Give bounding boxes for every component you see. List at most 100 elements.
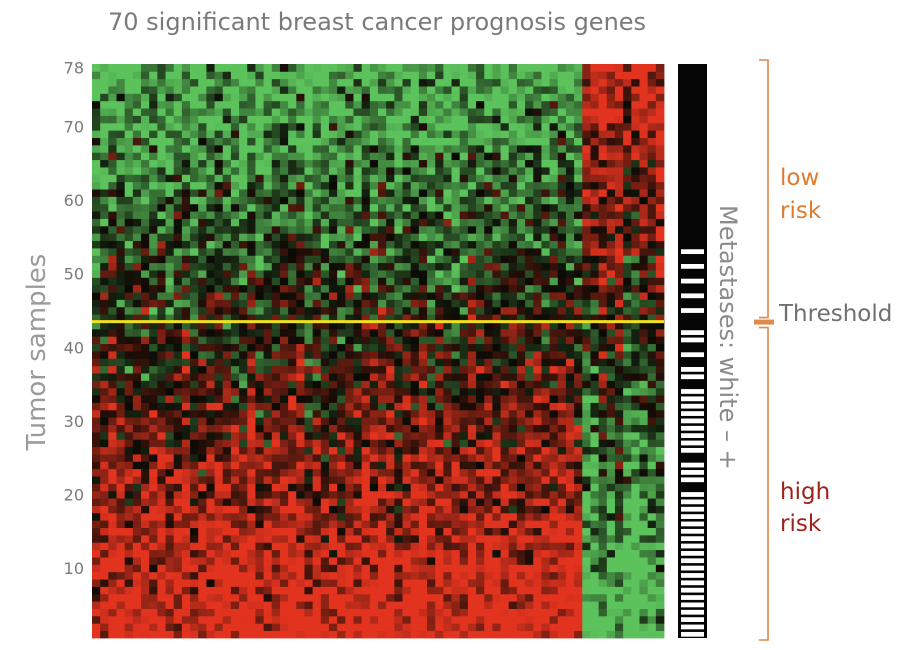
heatmap-cell bbox=[451, 483, 461, 492]
heatmap-cell bbox=[157, 542, 166, 551]
heatmap-cell bbox=[533, 358, 542, 367]
heatmap-cell bbox=[337, 167, 346, 175]
heatmap-cell bbox=[263, 446, 273, 455]
heatmap-cell bbox=[116, 586, 126, 595]
heatmap-cell bbox=[181, 579, 191, 587]
heatmap-cell bbox=[565, 571, 575, 580]
heatmap-cell bbox=[141, 615, 150, 624]
heatmap-cell bbox=[484, 159, 493, 168]
heatmap-cell bbox=[92, 108, 101, 116]
heatmap-cell bbox=[549, 593, 559, 602]
heatmap-cell bbox=[279, 468, 289, 477]
heatmap-cell bbox=[296, 498, 305, 506]
heatmap-cell bbox=[141, 542, 150, 551]
heatmap-cell bbox=[337, 277, 346, 286]
heatmap-cell bbox=[279, 218, 289, 227]
heatmap-cell bbox=[525, 314, 534, 322]
heatmap-cell bbox=[320, 409, 330, 418]
heatmap-cell bbox=[631, 579, 640, 587]
heatmap-cell bbox=[574, 520, 583, 529]
heatmap-cell bbox=[467, 277, 477, 286]
heatmap-cell bbox=[141, 336, 150, 345]
heatmap-cell bbox=[222, 306, 232, 315]
heatmap-cell bbox=[435, 122, 444, 131]
heatmap-cell bbox=[582, 564, 591, 573]
heatmap-cell bbox=[214, 608, 224, 617]
heatmap-cell bbox=[598, 343, 608, 352]
heatmap-cell bbox=[565, 468, 575, 477]
heatmap-cell bbox=[378, 299, 387, 308]
heatmap-cell bbox=[533, 240, 542, 249]
heatmap-cell bbox=[582, 233, 591, 242]
heatmap-cell bbox=[647, 520, 657, 529]
heatmap-cell bbox=[394, 262, 403, 271]
heatmap-cell bbox=[467, 115, 477, 124]
heatmap-cell bbox=[443, 328, 452, 337]
heatmap-cell bbox=[157, 564, 166, 573]
heatmap-cell bbox=[255, 233, 264, 242]
heatmap-cell bbox=[386, 498, 395, 506]
heatmap-cell bbox=[582, 498, 591, 506]
heatmap-cell bbox=[247, 321, 256, 330]
heatmap-cell bbox=[410, 424, 420, 433]
heatmap-cell bbox=[141, 527, 150, 536]
heatmap-cell bbox=[239, 431, 248, 440]
heatmap-cell bbox=[516, 167, 526, 175]
heatmap-cell bbox=[132, 144, 142, 153]
heatmap-cell bbox=[631, 615, 640, 624]
heatmap-cell bbox=[467, 542, 477, 551]
heatmap-cell bbox=[435, 137, 444, 146]
heatmap-cell bbox=[304, 130, 314, 138]
heatmap-cell bbox=[263, 424, 273, 433]
heatmap-cell bbox=[263, 284, 273, 293]
heatmap-cell bbox=[124, 240, 134, 249]
heatmap-cell bbox=[279, 395, 289, 403]
heatmap-cell bbox=[222, 358, 232, 367]
heatmap-cell bbox=[574, 534, 583, 543]
heatmap-cell bbox=[500, 306, 510, 315]
heatmap-cell bbox=[614, 284, 624, 293]
heatmap-cell bbox=[132, 505, 142, 514]
heatmap-cell bbox=[598, 490, 608, 499]
heatmap-cell bbox=[549, 174, 559, 183]
heatmap-cell bbox=[467, 189, 477, 197]
heatmap-cell bbox=[247, 247, 256, 256]
heatmap-cell bbox=[345, 512, 354, 521]
heatmap-cell bbox=[296, 424, 305, 433]
heatmap-cell bbox=[214, 314, 224, 322]
heatmap-cell bbox=[484, 343, 493, 352]
heatmap-cell bbox=[271, 358, 281, 367]
heatmap-cell bbox=[410, 130, 420, 138]
heatmap-cell bbox=[655, 270, 665, 278]
heatmap-cell bbox=[606, 328, 616, 337]
heatmap-cell bbox=[631, 402, 640, 411]
heatmap-cell bbox=[443, 498, 452, 506]
heatmap-cell bbox=[606, 270, 616, 278]
heatmap-cell bbox=[574, 476, 583, 484]
heatmap-cell bbox=[418, 144, 428, 153]
heatmap-cell bbox=[149, 601, 158, 609]
heatmap-cell bbox=[181, 211, 191, 219]
heatmap-cell bbox=[427, 351, 436, 359]
heatmap-cell bbox=[614, 549, 624, 558]
heatmap-cell bbox=[173, 424, 183, 433]
heatmap-cell bbox=[557, 454, 567, 462]
heatmap-cell bbox=[369, 343, 379, 352]
heatmap-cell bbox=[369, 299, 379, 308]
heatmap-cell bbox=[378, 446, 387, 455]
heatmap-cell bbox=[623, 174, 632, 183]
heatmap-cell bbox=[590, 623, 600, 632]
heatmap-cell bbox=[149, 417, 158, 425]
heatmap-cell bbox=[508, 167, 518, 175]
heatmap-cell bbox=[279, 167, 289, 175]
heatmap-cell bbox=[574, 284, 583, 293]
heatmap-cell bbox=[157, 520, 166, 529]
heatmap-cell bbox=[173, 292, 183, 300]
heatmap-cell bbox=[304, 498, 314, 506]
heatmap-cell bbox=[394, 608, 403, 617]
heatmap-cell bbox=[476, 233, 485, 242]
heatmap-cell bbox=[100, 571, 109, 580]
heatmap-cell bbox=[582, 454, 591, 462]
heatmap-cell bbox=[337, 181, 346, 190]
heatmap-cell bbox=[312, 328, 322, 337]
